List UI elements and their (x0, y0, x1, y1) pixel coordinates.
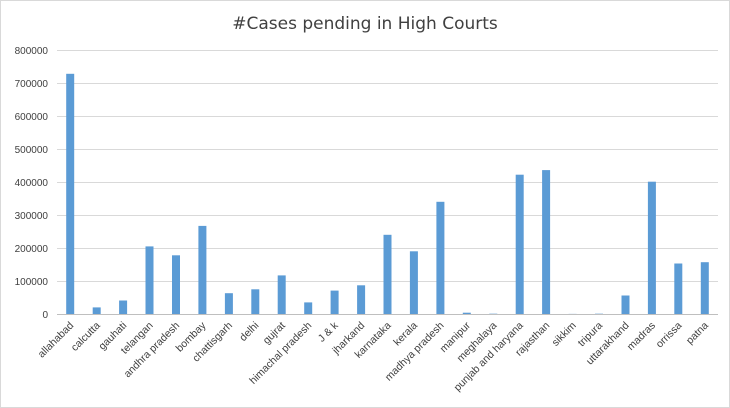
bar-manipur (462, 312, 471, 314)
bar-calcutta (92, 307, 101, 314)
y-tick-label: 100000 (15, 277, 49, 288)
y-tick-label: 200000 (15, 244, 49, 255)
x-category-label: orrissa (654, 320, 685, 351)
bar-chattisgarh (224, 293, 233, 314)
bar-gauhati (119, 300, 128, 314)
bar-j-k (330, 290, 339, 314)
x-category-label: patna (684, 320, 711, 347)
bar-allahabad (66, 73, 75, 314)
bar-telangan (145, 246, 154, 314)
bar-himachal-pradesh (304, 302, 313, 314)
bar-orrissa (674, 263, 683, 314)
bar-madhya-pradesh (436, 201, 445, 314)
bar-jharkand (357, 285, 366, 314)
bar-madras (647, 181, 656, 314)
bar-punjab-and-haryana (515, 174, 524, 314)
bar-andhra-pradesh (172, 255, 180, 314)
y-tick-label: 300000 (15, 211, 49, 222)
y-tick-label: 400000 (15, 178, 49, 189)
bar-delhi (251, 289, 260, 315)
chart-title: #Cases pending in High Courts (232, 14, 498, 34)
y-tick-label: 800000 (15, 46, 49, 57)
bar-uttarakhand (621, 295, 630, 314)
bar-bombay (198, 225, 207, 314)
x-category-label: delhi (237, 320, 261, 344)
gridlines (57, 50, 718, 282)
bar-gujrat (277, 275, 286, 314)
x-category-label: calcutta (69, 320, 103, 354)
y-axis-ticks: 0 100000 200000 300000 400000 500000 600000 700… (15, 46, 49, 321)
bars (66, 73, 709, 315)
x-category-label: allahabad (36, 320, 77, 361)
y-tick-label: 0 (42, 310, 48, 321)
x-category-label: sikkim (550, 319, 579, 348)
y-tick-label: 500000 (15, 145, 49, 156)
y-tick-label: 600000 (15, 112, 49, 123)
y-tick-label: 700000 (15, 79, 49, 90)
bar-kerala (409, 251, 418, 314)
x-category-label: madras (625, 320, 658, 353)
bar-patna (700, 262, 709, 314)
bar-rajasthan (542, 170, 551, 314)
bar-karnataka (383, 234, 392, 314)
